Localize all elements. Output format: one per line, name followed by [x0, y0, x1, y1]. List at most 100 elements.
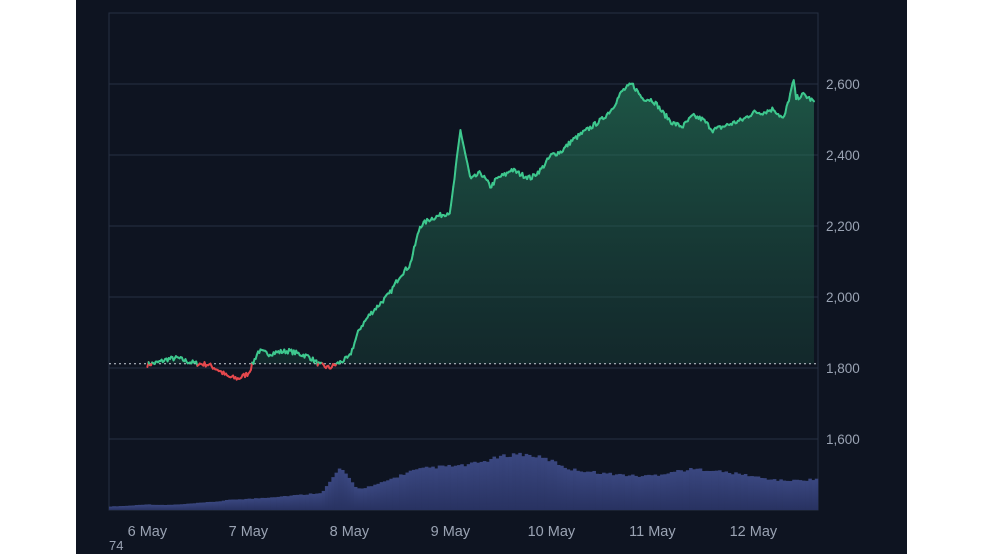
volume-bar — [592, 470, 596, 510]
volume-bar — [167, 504, 171, 510]
volume-bar — [308, 493, 313, 510]
x-tick-label: 10 May — [528, 524, 576, 540]
volume-bar — [273, 497, 277, 510]
y-tick-label: 2,000 — [826, 290, 860, 305]
volume-bar — [283, 496, 287, 510]
price-line-segment — [459, 129, 463, 138]
volume-bar — [205, 502, 210, 510]
volume-bar — [221, 500, 226, 510]
volume-bar — [250, 498, 255, 510]
volume-bar — [631, 474, 635, 510]
volume-bar — [634, 475, 638, 510]
price-line-segment — [453, 166, 457, 180]
volume-bar — [347, 477, 352, 510]
volume-bar — [379, 482, 384, 510]
volume-bar — [341, 469, 345, 510]
volume-bar — [685, 470, 690, 510]
volume-bar — [196, 502, 200, 510]
volume-bar — [157, 504, 161, 510]
volume-bar — [621, 474, 625, 510]
volume-bar — [254, 498, 258, 510]
volume-bar — [434, 468, 439, 510]
volume-bar — [373, 484, 377, 510]
volume-bar — [476, 462, 480, 510]
corner-label: 74 — [109, 538, 124, 553]
volume-bar — [382, 481, 387, 510]
volume-bar — [118, 506, 123, 510]
volume-bar — [295, 494, 300, 510]
volume-layer — [109, 452, 819, 510]
volume-bar — [569, 470, 574, 510]
volume-bar — [750, 476, 754, 510]
price-line-segment — [451, 185, 455, 198]
volume-bar — [537, 455, 542, 510]
volume-bar — [305, 494, 310, 510]
volume-bar — [231, 499, 235, 510]
volume-bar — [370, 486, 374, 510]
y-tick-label: 1,600 — [826, 432, 860, 447]
volume-bar — [763, 478, 767, 510]
volume-bar — [147, 504, 152, 510]
price-line-segment — [467, 169, 471, 178]
volume-bar — [579, 471, 584, 510]
volume-bar — [160, 504, 165, 510]
volume-bar — [502, 454, 506, 510]
volume-bar — [234, 499, 239, 510]
volume-bar — [453, 465, 458, 510]
volume-bar — [321, 490, 326, 510]
y-axis: 2,600 2,400 2,200 2,000 1,800 1,600 — [826, 77, 860, 447]
volume-bar — [618, 473, 622, 510]
volume-bar — [701, 471, 706, 510]
volume-bar — [743, 473, 748, 510]
volume-bar — [547, 461, 551, 510]
volume-bar — [395, 477, 400, 510]
volume-bar — [112, 506, 116, 510]
volume-bar — [247, 498, 252, 510]
volume-bar — [125, 505, 129, 510]
volume-bar — [312, 494, 316, 510]
volume-bar — [805, 480, 809, 510]
volume-bar — [399, 474, 403, 510]
volume-bar — [225, 499, 229, 510]
volume-bar — [331, 477, 335, 510]
volume-bar — [463, 466, 468, 510]
volume-bar — [315, 493, 319, 510]
volume-bar — [466, 464, 471, 510]
volume-bar — [292, 495, 297, 510]
x-tick-label: 6 May — [128, 524, 168, 540]
volume-bar — [669, 472, 674, 510]
volume-bar — [154, 504, 158, 510]
volume-bar — [663, 474, 667, 510]
volume-bar — [212, 501, 216, 510]
volume-bar — [208, 501, 213, 510]
volume-bar — [576, 470, 580, 510]
volume-bar — [318, 493, 322, 510]
volume-bar — [653, 474, 658, 510]
price-line-segment — [811, 99, 815, 103]
volume-bar — [179, 504, 184, 510]
volume-bar — [550, 459, 555, 510]
volume-bar — [115, 506, 119, 510]
volume-bar — [244, 498, 248, 510]
volume-bar — [785, 480, 790, 510]
price-line-segment — [792, 79, 796, 90]
volume-bar — [176, 504, 181, 510]
volume-bar — [498, 455, 503, 510]
volume-bar — [772, 479, 777, 510]
volume-bar — [779, 479, 783, 510]
volume-bar — [202, 502, 206, 510]
price-line-segment — [411, 245, 416, 256]
volume-bar — [257, 498, 261, 510]
volume-bar — [444, 466, 448, 510]
price-line-segment — [787, 92, 792, 102]
volume-bar — [482, 461, 487, 510]
y-tick-label: 2,400 — [826, 148, 860, 163]
volume-bar — [286, 496, 290, 510]
volume-bar — [121, 506, 126, 510]
volume-bar — [769, 479, 774, 510]
volume-bar — [782, 480, 787, 510]
volume-bar — [511, 453, 516, 510]
volume-bar — [415, 469, 419, 510]
volume-bar — [589, 471, 593, 510]
volume-bar — [428, 467, 432, 510]
